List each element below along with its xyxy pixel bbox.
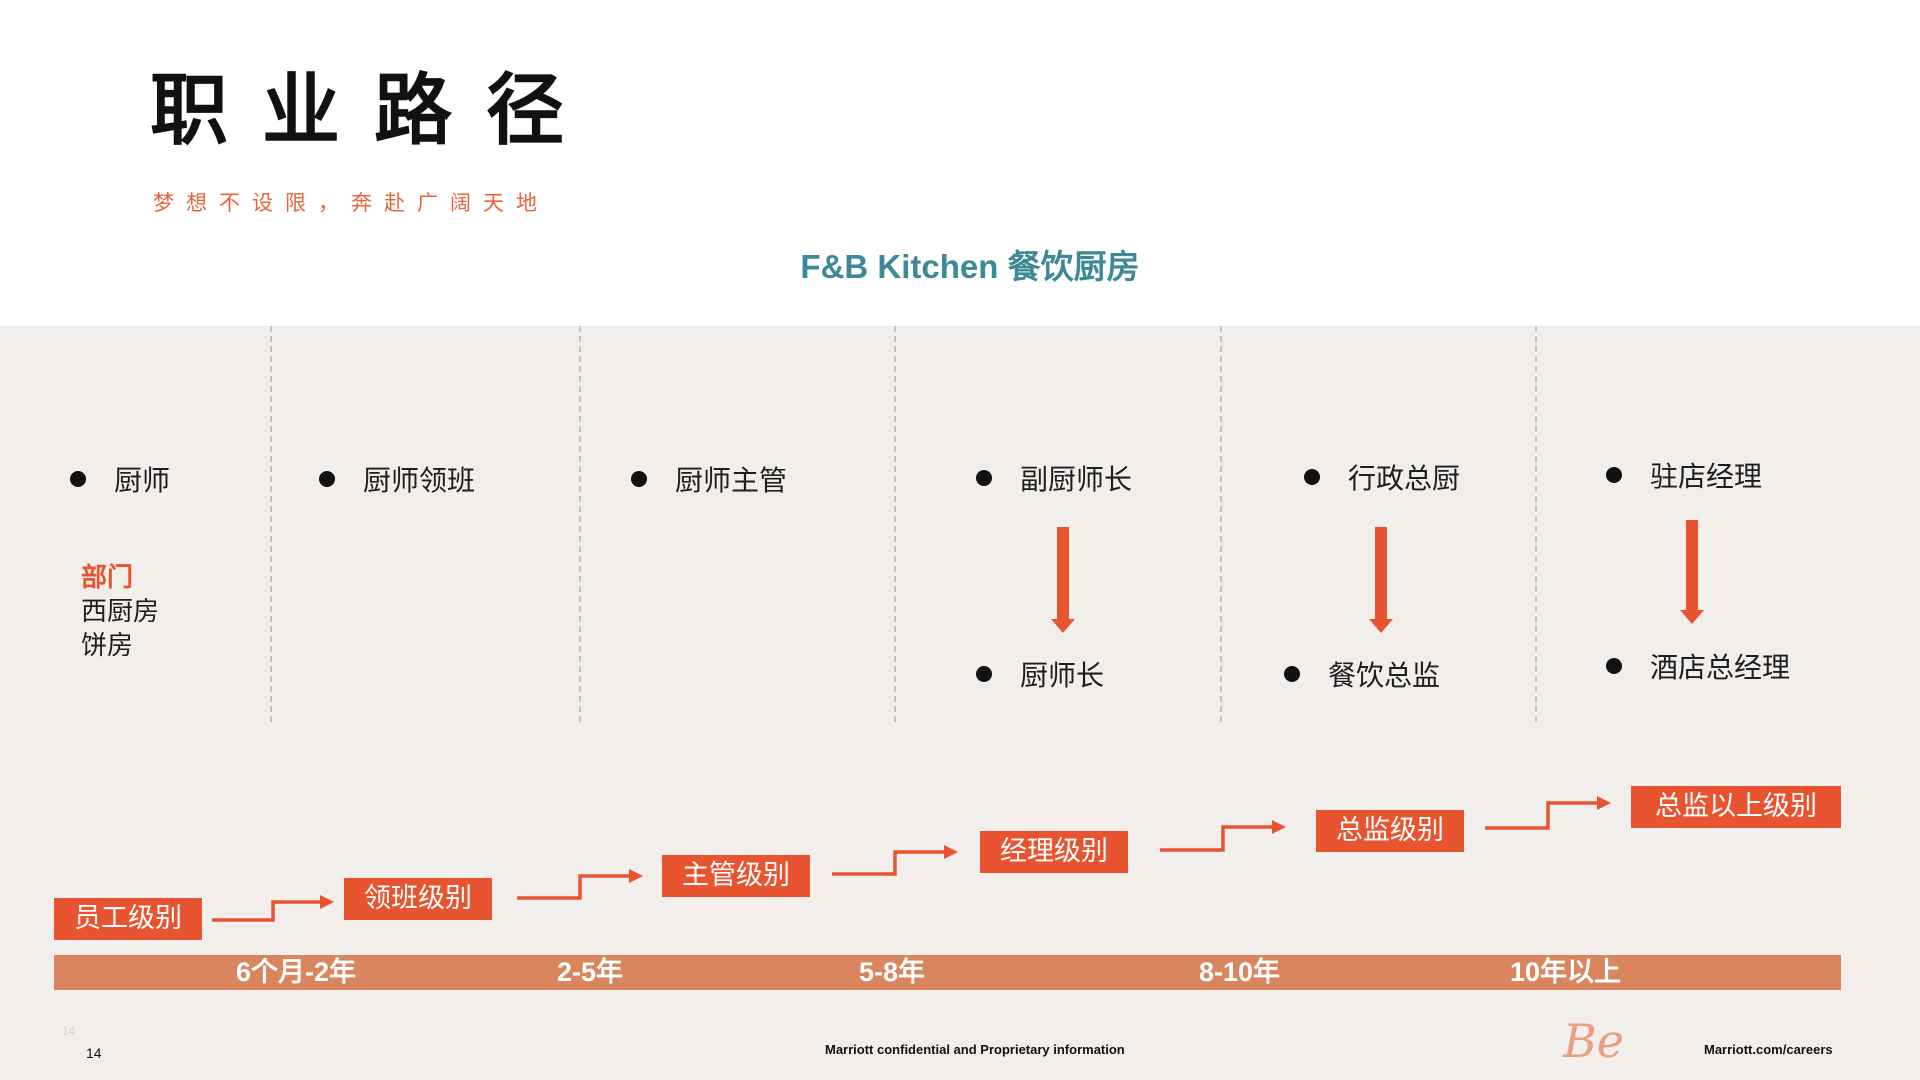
step-arrow-icon [1485,796,1611,830]
bullet-icon [631,471,647,487]
role-chef: 厨师 [70,467,170,495]
level-director: 总监级别 [1316,810,1464,852]
step-arrow-icon [517,869,643,900]
level-above-director: 总监以上级别 [1631,786,1841,828]
role-head-chef: 厨师长 [976,662,1104,690]
level-manager: 经理级别 [980,831,1128,873]
confidential-notice: Marriott confidential and Proprietary in… [825,1042,1125,1057]
bullet-icon [1284,666,1300,682]
department-label: 部门 [81,563,134,593]
section-title: F&B Kitchen 餐饮厨房 [800,248,1140,285]
careers-link[interactable]: Marriott.com/careers [1704,1042,1833,1057]
step-arrow-icon [1160,820,1286,852]
page-number: 14 [86,1045,102,1061]
page-subtitle: 梦想不设限，奔赴广阔天地 [153,191,549,215]
column-divider [579,326,581,722]
timeline-label: 6个月-2年 [236,957,357,987]
department-list: 部门 西厨房 饼房 [81,561,159,663]
timeline-label: 2-5年 [557,957,624,987]
department-item: 西厨房 [81,597,160,627]
bullet-icon [70,471,86,487]
bullet-icon [976,666,992,682]
role-fb-director: 餐饮总监 [1284,662,1440,690]
be-logo: Be [1563,1014,1625,1068]
bullet-icon [319,471,335,487]
bullet-icon [1606,467,1622,483]
bullet-icon [1606,658,1622,674]
timeline-band [54,955,1841,990]
role-executive-sous-chef: 副厨师长 [976,466,1132,494]
timeline-label: 10年以上 [1510,957,1622,987]
column-divider [1535,326,1537,722]
department-item: 饼房 [81,631,134,661]
bullet-icon [976,470,992,486]
role-sous-chef-supervisor: 厨师主管 [631,467,787,495]
career-path-panel [0,326,1920,1080]
column-divider [894,326,896,722]
step-arrow-icon [832,845,958,876]
role-resident-manager: 驻店经理 [1606,463,1762,491]
step-arrow-icon [212,895,334,922]
level-staff: 员工级别 [54,898,202,940]
bullet-icon [1304,469,1320,485]
page-title: 职业路径 [150,66,599,156]
level-supervisor-lead: 领班级别 [344,878,492,920]
timeline-label: 5-8年 [859,957,926,987]
page-number-ghost: 14 [62,1024,76,1038]
role-chef-de-partie: 厨师领班 [319,467,475,495]
level-supervisor: 主管级别 [662,855,810,897]
role-general-manager: 酒店总经理 [1606,654,1790,682]
timeline-label: 8-10年 [1199,957,1281,987]
role-executive-chef: 行政总厨 [1304,465,1460,493]
column-divider [1220,326,1222,722]
column-divider [270,326,272,722]
